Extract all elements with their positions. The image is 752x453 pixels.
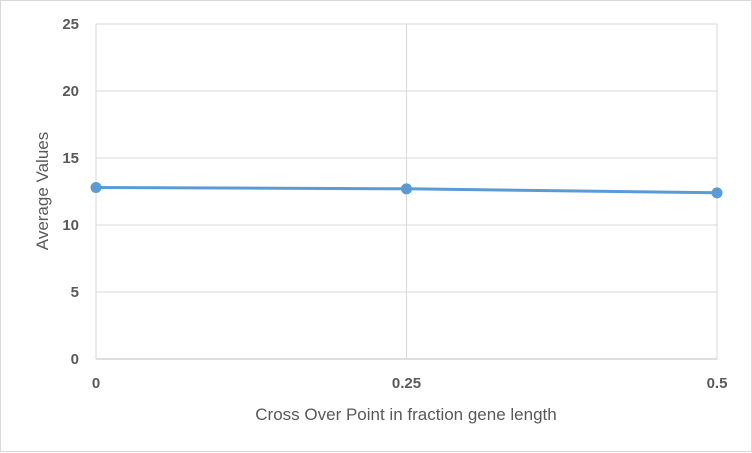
series-layer xyxy=(90,181,723,199)
data-point xyxy=(401,183,412,195)
x-axis-title: Cross Over Point in fraction gene length xyxy=(255,405,556,424)
y-tick-label: 15 xyxy=(62,150,79,167)
y-axis-title: Average Values xyxy=(33,132,52,250)
x-tick-label: 0.25 xyxy=(392,375,421,392)
y-tick-label: 5 xyxy=(71,284,79,301)
y-tick-label: 25 xyxy=(62,16,79,33)
y-tick-label: 0 xyxy=(71,351,79,368)
y-tick-label: 20 xyxy=(62,83,79,100)
data-point xyxy=(711,187,723,199)
x-tick-label: 0.5 xyxy=(707,375,728,392)
tick-labels: 0 5 10 15 20 25 0 0.25 0.5 xyxy=(62,16,727,392)
x-tick-label: 0 xyxy=(92,375,100,392)
y-tick-label: 10 xyxy=(62,217,79,234)
data-point xyxy=(90,181,102,193)
